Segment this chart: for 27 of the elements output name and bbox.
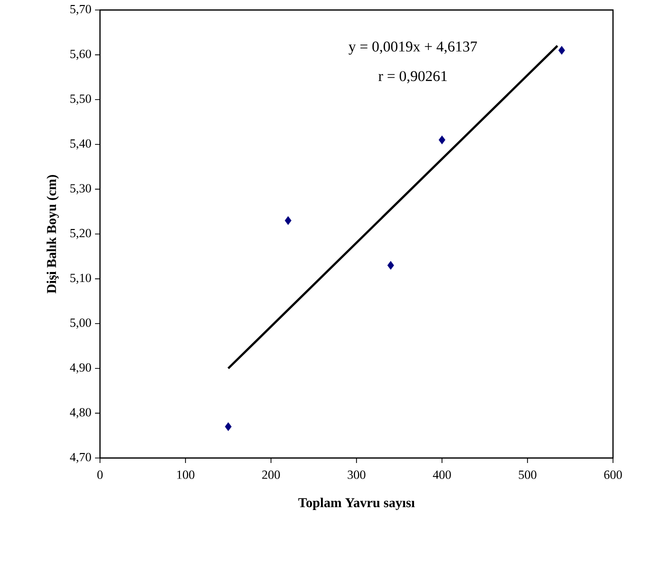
point (558, 46, 566, 55)
y-axis-title: Dişi Balık Boyu (cm) (46, 174, 59, 294)
y-tick-label: 4,90 (70, 363, 92, 374)
x-axis-title: Toplam Yavru sayısı (298, 498, 415, 510)
point (438, 136, 446, 144)
y-tick-label: 4,80 (70, 408, 92, 418)
x-tick-label: 100 (177, 470, 194, 479)
y-tick-label: 4,70 (70, 452, 92, 464)
y-tick-label: 5,60 (70, 50, 92, 60)
y-tick-label: 5,30 (70, 184, 92, 194)
point (387, 260, 394, 270)
y-tick-label: 5,40 (70, 139, 92, 150)
x-tick-label: 0 (97, 470, 103, 479)
y-tick-label: 5,70 (70, 4, 92, 16)
y-tick-label: 5,20 (70, 228, 92, 240)
x-tick-label: 400 (432, 470, 451, 479)
point (224, 422, 232, 432)
x-tick-label: 500 (518, 470, 536, 479)
x-tick-label: 300 (348, 470, 366, 479)
y-tick-label: 5,00 (70, 318, 92, 329)
x-tick-label: 600 (604, 470, 622, 479)
x-tick-label: 200 (262, 470, 280, 479)
annotation: y = 0,0019x + 4,6137 (348, 41, 477, 55)
y-tick-label: 5,10 (70, 274, 92, 284)
point (284, 216, 292, 225)
annotation: r = 0,90261 (378, 71, 447, 84)
y-tick-label: 5,50 (70, 94, 92, 105)
